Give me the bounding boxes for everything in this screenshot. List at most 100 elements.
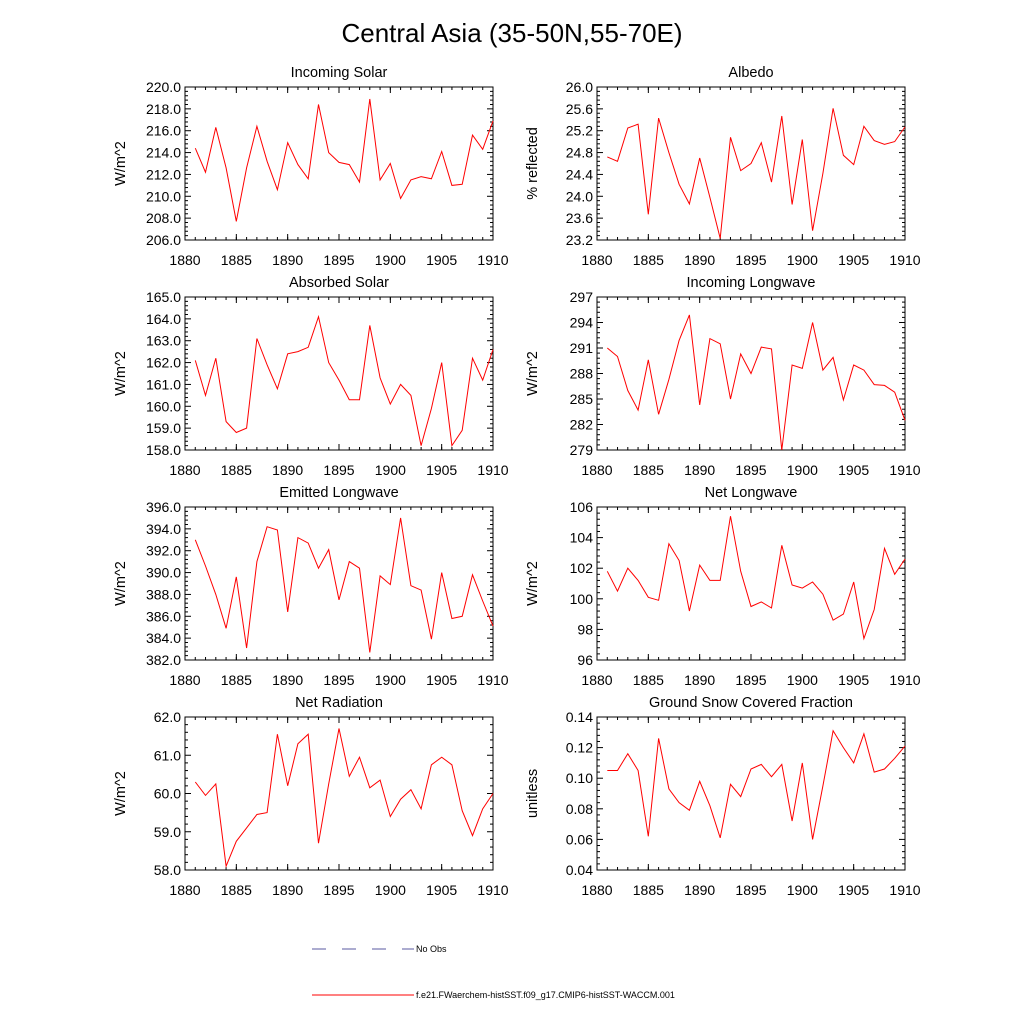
x-tick-label: 1910 xyxy=(889,252,920,268)
x-tick-label: 1900 xyxy=(787,252,818,268)
y-tick-label: 158.0 xyxy=(146,442,181,458)
legend-label: f.e21.FWaerchem-histSST.f09_g17.CMIP6-hi… xyxy=(416,990,675,1000)
x-tick-label: 1880 xyxy=(581,672,612,688)
x-tick-label: 1880 xyxy=(581,882,612,898)
x-tick-label: 1905 xyxy=(838,882,869,898)
y-tick-label: 384.0 xyxy=(146,630,181,646)
y-tick-label: 24.0 xyxy=(566,188,593,204)
panel-title: Albedo xyxy=(728,65,773,81)
y-tick-label: 216.0 xyxy=(146,123,181,139)
x-tick-label: 1885 xyxy=(633,252,664,268)
y-tick-label: 382.0 xyxy=(146,652,181,668)
x-tick-label: 1890 xyxy=(684,252,715,268)
x-tick-label: 1905 xyxy=(426,882,457,898)
panel-title: Ground Snow Covered Fraction xyxy=(649,695,853,711)
panel-title: Absorbed Solar xyxy=(289,275,389,291)
series-line xyxy=(607,729,906,840)
x-tick-label: 1910 xyxy=(477,252,508,268)
y-tick-label: 214.0 xyxy=(146,145,181,161)
plot-frame xyxy=(184,86,494,241)
x-tick-label: 1895 xyxy=(735,462,766,478)
panel-title: Emitted Longwave xyxy=(279,485,398,501)
x-tick-label: 1885 xyxy=(221,462,252,478)
x-tick-label: 1910 xyxy=(889,462,920,478)
plot-frame xyxy=(184,506,494,661)
x-tick-label: 1895 xyxy=(323,462,354,478)
series-line xyxy=(606,516,906,641)
panel-5: Emitted Longwave W/m^2 1880 1885 1890 1895 190… xyxy=(113,485,509,688)
y-axis-label: % reflected xyxy=(525,127,541,200)
x-tick-label: 1900 xyxy=(787,672,818,688)
y-tick-label: 100 xyxy=(570,591,594,607)
panel-3: Absorbed Solar W/m^2 1880 1885 1890 1895 1900 1… xyxy=(113,275,509,478)
y-tick-label: 288 xyxy=(570,366,594,382)
y-tick-label: 282 xyxy=(570,417,594,433)
y-tick-label: 386.0 xyxy=(146,608,181,624)
y-tick-label: 162.0 xyxy=(146,355,181,371)
x-tick-label: 1895 xyxy=(735,672,766,688)
legend: No Obs f.e21.FWaerchem-histSST.f09_g17.CM… xyxy=(312,944,675,1000)
x-tick-label: 1895 xyxy=(323,672,354,688)
y-tick-label: 0.04 xyxy=(566,862,593,878)
x-tick-label: 1910 xyxy=(477,882,508,898)
x-tick-label: 1905 xyxy=(426,252,457,268)
x-tick-label: 1885 xyxy=(221,882,252,898)
y-tick-label: 390.0 xyxy=(146,565,181,581)
x-tick-label: 1910 xyxy=(477,462,508,478)
series-line xyxy=(606,314,906,451)
y-tick-label: 104 xyxy=(570,530,594,546)
y-tick-label: 218.0 xyxy=(146,101,181,117)
y-tick-label: 26.0 xyxy=(566,79,593,95)
y-tick-label: 60.0 xyxy=(154,786,181,802)
y-tick-label: 61.0 xyxy=(154,747,181,763)
y-tick-label: 297 xyxy=(570,289,594,305)
y-tick-label: 279 xyxy=(570,442,594,458)
y-tick-label: 24.4 xyxy=(566,166,593,182)
y-tick-label: 0.10 xyxy=(566,770,593,786)
x-tick-label: 1905 xyxy=(426,462,457,478)
y-tick-label: 25.2 xyxy=(566,123,593,139)
panel-7: Net Radiation W/m^2 1880 1885 1890 1895 1900 19… xyxy=(113,695,509,898)
panel-title: Net Longwave xyxy=(705,485,798,501)
y-tick-label: 160.0 xyxy=(146,398,181,414)
y-tick-label: 23.2 xyxy=(566,232,593,248)
x-tick-label: 1890 xyxy=(272,462,303,478)
x-tick-label: 1885 xyxy=(633,882,664,898)
y-tick-label: 58.0 xyxy=(154,862,181,878)
x-tick-label: 1885 xyxy=(221,672,252,688)
x-tick-label: 1880 xyxy=(169,882,200,898)
y-tick-label: 0.08 xyxy=(566,801,593,817)
panel-4: Incoming Longwave W/m^2 1880 1885 1890 1895 19… xyxy=(525,275,921,478)
x-tick-label: 1905 xyxy=(426,672,457,688)
series-line xyxy=(194,314,494,447)
panel-8: Ground Snow Covered Fraction unitless 1880… xyxy=(525,695,921,898)
x-tick-label: 1885 xyxy=(221,252,252,268)
x-tick-label: 1900 xyxy=(787,882,818,898)
x-tick-label: 1890 xyxy=(684,672,715,688)
y-tick-label: 0.12 xyxy=(566,740,593,756)
y-axis-label: W/m^2 xyxy=(113,771,129,816)
y-tick-label: 0.06 xyxy=(566,831,593,847)
x-tick-label: 1905 xyxy=(838,672,869,688)
x-tick-label: 1885 xyxy=(633,462,664,478)
plot-frame xyxy=(596,716,906,871)
y-tick-label: 212.0 xyxy=(146,166,181,182)
y-tick-label: 106 xyxy=(570,499,594,515)
x-tick-label: 1880 xyxy=(169,252,200,268)
x-tick-label: 1885 xyxy=(633,672,664,688)
x-tick-label: 1900 xyxy=(375,672,406,688)
y-tick-label: 161.0 xyxy=(146,376,181,392)
main-title: Central Asia (35-50N,55-70E) xyxy=(341,18,682,48)
x-tick-label: 1890 xyxy=(272,252,303,268)
panels: Incoming Solar W/m^2 1880 1885 1890 1895 1900 1… xyxy=(113,65,921,898)
x-tick-label: 1900 xyxy=(787,462,818,478)
legend-label: No Obs xyxy=(416,944,447,954)
y-tick-label: 164.0 xyxy=(146,311,181,327)
x-tick-label: 1880 xyxy=(169,462,200,478)
x-tick-label: 1890 xyxy=(272,882,303,898)
y-tick-label: 23.6 xyxy=(566,210,593,226)
y-tick-label: 394.0 xyxy=(146,521,181,537)
panel-title: Net Radiation xyxy=(295,695,383,711)
x-tick-label: 1895 xyxy=(323,252,354,268)
